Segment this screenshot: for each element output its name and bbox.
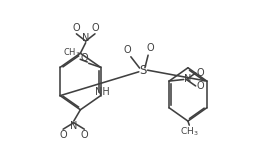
Text: N: N — [70, 121, 77, 131]
Text: NH: NH — [95, 87, 110, 96]
Text: O: O — [80, 52, 88, 63]
Text: CH$_3$: CH$_3$ — [180, 126, 199, 138]
Text: O: O — [197, 81, 204, 91]
Text: O: O — [124, 44, 131, 54]
Text: O: O — [81, 130, 88, 140]
Text: O: O — [197, 68, 204, 78]
Text: CH$_3$: CH$_3$ — [63, 46, 80, 59]
Text: O: O — [91, 23, 99, 33]
Text: S: S — [139, 65, 147, 77]
Text: O: O — [73, 23, 80, 33]
Text: N: N — [82, 33, 89, 43]
Text: O: O — [146, 43, 154, 53]
Text: O: O — [59, 130, 67, 140]
Text: N: N — [184, 74, 191, 84]
